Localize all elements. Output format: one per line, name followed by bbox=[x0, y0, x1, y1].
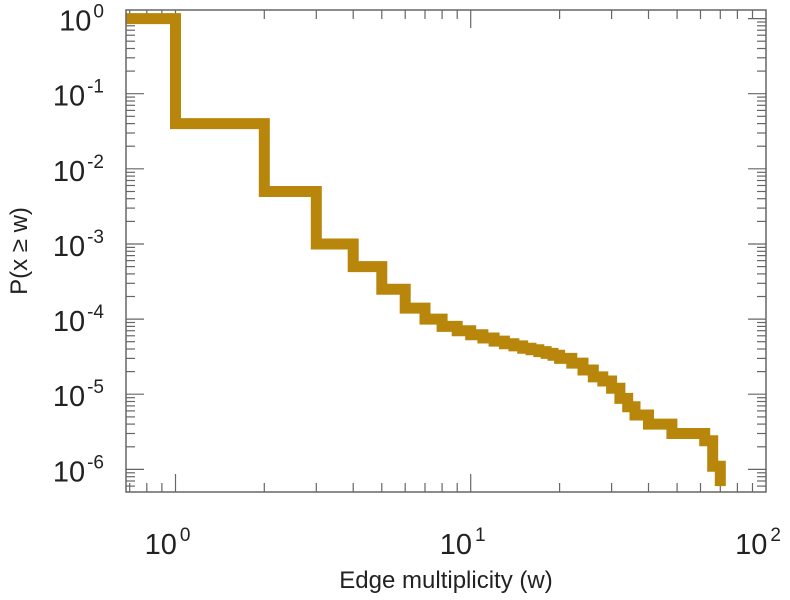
ccdf-step-line bbox=[126, 13, 726, 487]
y-tick-label: 10 -2 bbox=[53, 152, 104, 188]
plot-area-frame bbox=[125, 9, 767, 493]
y-tick-labels: 10 0 10 -1 10 -2 10 -3 10 -4 10 -5 10 -6 bbox=[53, 2, 105, 489]
y-axis-label: P(x ≥ w) bbox=[6, 207, 33, 295]
x-axis-label: Edge multiplicity (w) bbox=[339, 567, 552, 594]
y-tick-label: 10 -4 bbox=[53, 302, 105, 338]
x-tick-labels: 10 0 10 1 10 2 bbox=[145, 525, 781, 561]
y-tick-label: 10 -5 bbox=[53, 377, 104, 413]
x-tick-label: 10 1 bbox=[440, 525, 486, 561]
x-tick-label: 10 0 bbox=[145, 525, 191, 561]
y-tick-label: 10 -1 bbox=[53, 77, 104, 113]
x-tick-label: 10 2 bbox=[735, 525, 781, 561]
y-tick-label: 10 0 bbox=[59, 2, 104, 38]
y-tick-label: 10 -3 bbox=[53, 227, 104, 263]
y-tick-label: 10 -6 bbox=[53, 452, 104, 488]
